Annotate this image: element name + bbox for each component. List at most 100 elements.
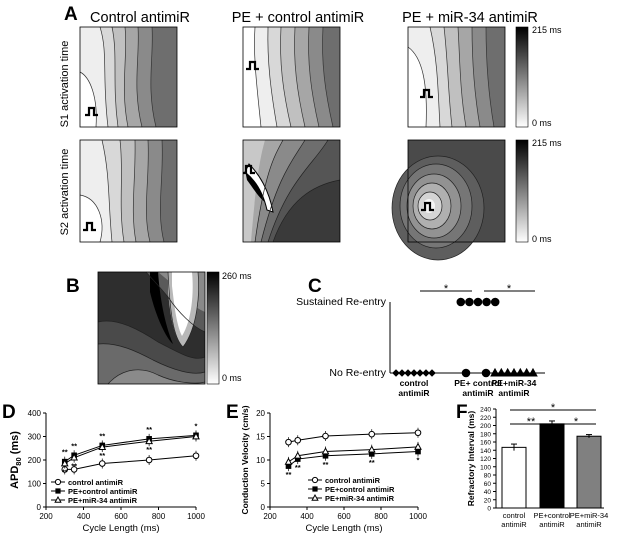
- y-tick-label: 400: [28, 409, 42, 418]
- stim-icon: [243, 164, 255, 175]
- legend-marker-open-circle: [54, 478, 62, 486]
- x-tick-label: 1000: [187, 512, 205, 521]
- bar-1: [501, 446, 527, 509]
- series-line-0: [288, 432, 419, 443]
- data-point-open-triangle: [284, 457, 293, 465]
- data-point-open-triangle: [321, 447, 330, 455]
- data-point-open-circle: [294, 436, 302, 444]
- y-tick-label: 100: [28, 480, 42, 489]
- significance-star: **: [62, 468, 68, 477]
- x-tick-label: PE+control: [534, 511, 571, 520]
- data-point-open-triangle: [192, 432, 200, 440]
- marker-diamond-no-reentry: [410, 369, 418, 377]
- data-point-open-triangle: [145, 436, 154, 445]
- significance-star: **: [527, 416, 536, 428]
- x-tick-label: antimiR: [576, 520, 602, 529]
- y-tick-label: 20: [256, 409, 265, 418]
- marker-triangle-no-reentry: [502, 367, 513, 377]
- y-tick-label: 10: [256, 456, 265, 465]
- colorbar-b-max: 260 ms: [222, 271, 252, 281]
- legend-label: control antimiR: [68, 478, 124, 487]
- x-tick-label: antimiR: [539, 520, 565, 529]
- significance-star: **: [286, 470, 292, 479]
- series-line-0: [64, 455, 197, 470]
- data-point-open-circle: [414, 429, 422, 437]
- y-tick-label: 40: [484, 489, 492, 496]
- legend-marker-filled-square: [55, 488, 61, 494]
- y-tick-label: 5: [261, 480, 266, 489]
- bar-3: [576, 435, 602, 509]
- map-pe-control-s2: [242, 139, 341, 243]
- marker-circle-sustained: [465, 297, 474, 307]
- marker-triangle-no-reentry: [490, 367, 500, 377]
- data-point-open-circle: [98, 460, 106, 467]
- x-tick-label: control: [503, 511, 526, 520]
- marker-circle-sustained: [456, 297, 466, 307]
- significance-star: *: [195, 421, 198, 430]
- colorbar-b: [206, 271, 220, 385]
- y-tick-label: 0: [261, 503, 266, 512]
- map-pe-mir34-s1: [407, 26, 506, 128]
- panel-a-row-label-s1: S1 activation time: [59, 41, 71, 128]
- x-tick-label: 400: [77, 512, 91, 521]
- marker-circle-sustained: [490, 297, 500, 307]
- y-tick-label: 100: [480, 464, 491, 471]
- x-tick-label: 600: [337, 512, 351, 521]
- map-reentry: [97, 271, 206, 385]
- data-point-open-circle: [192, 452, 200, 460]
- map-control-s2: [79, 139, 178, 243]
- panel-b-letter: B: [66, 276, 80, 297]
- panel-f-letter: F: [456, 402, 468, 423]
- colorbar-s2: [515, 139, 529, 243]
- significance-star: **: [323, 460, 329, 469]
- colorbar-s2-max: 215 ms: [532, 138, 562, 148]
- stim-icon: [85, 106, 98, 117]
- y-axis-label: Conduction Velocity (cm/s): [240, 405, 250, 514]
- panel-a-column-title-2: PE + control antimiR: [232, 10, 365, 26]
- map-control-s1: [79, 26, 178, 128]
- stim-icon: [246, 60, 259, 71]
- chart-c-tick-label: control: [400, 378, 429, 388]
- significance-star: **: [71, 441, 77, 450]
- marker-circle-sustained: [473, 297, 483, 307]
- significance-star: *: [417, 456, 420, 465]
- significance-star: **: [146, 445, 152, 454]
- legend-label: PE+miR-34 antimiR: [325, 494, 395, 503]
- y-axis-label: Refractory Interval (ms): [466, 411, 476, 507]
- chart-c-tick-label: antimiR: [398, 388, 429, 398]
- y-tick-label: 80: [484, 473, 492, 480]
- significance-star: *: [507, 283, 512, 295]
- x-tick-label: 800: [152, 512, 166, 521]
- legend-label: PE+control antimiR: [325, 485, 395, 494]
- x-tick-label: 200: [39, 512, 53, 521]
- y-tick-label: 200: [28, 456, 42, 465]
- data-point-open-triangle: [60, 459, 69, 467]
- y-tick-label: 180: [480, 431, 491, 438]
- panel-a-row-label-s2: S2 activation time: [59, 149, 71, 236]
- x-axis-label: Cycle Length (ms): [305, 523, 382, 534]
- legend-label: PE+miR-34 antimiR: [68, 496, 138, 505]
- y-tick-label: 240: [480, 407, 491, 414]
- significance-star: **: [62, 448, 68, 457]
- panel-a-letter: A: [64, 4, 78, 25]
- panel-d-letter: D: [2, 402, 16, 423]
- x-tick-label: 400: [300, 512, 314, 521]
- marker-triangle-no-reentry: [509, 367, 519, 377]
- y-tick-label: 60: [484, 481, 492, 488]
- chart-c-ylabel-none: No Re-entry: [329, 367, 386, 379]
- data-point-open-circle: [322, 432, 329, 440]
- chart-c-tick-label: PE+ control: [454, 378, 501, 388]
- significance-star: **: [99, 451, 105, 460]
- significance-star: **: [369, 458, 375, 467]
- y-tick-label: 20: [484, 497, 492, 504]
- y-tick-label: 300: [28, 433, 42, 442]
- colorbar-s1-max: 215 ms: [532, 25, 562, 35]
- marker-diamond-no-reentry: [398, 369, 406, 377]
- stim-icon: [420, 88, 433, 99]
- marker-circle-sustained: [482, 297, 491, 307]
- y-tick-label: 160: [480, 440, 491, 447]
- marker-circle-no-reentry: [461, 368, 471, 378]
- data-point-open-circle: [70, 466, 78, 473]
- marker-diamond-no-reentry: [416, 369, 424, 377]
